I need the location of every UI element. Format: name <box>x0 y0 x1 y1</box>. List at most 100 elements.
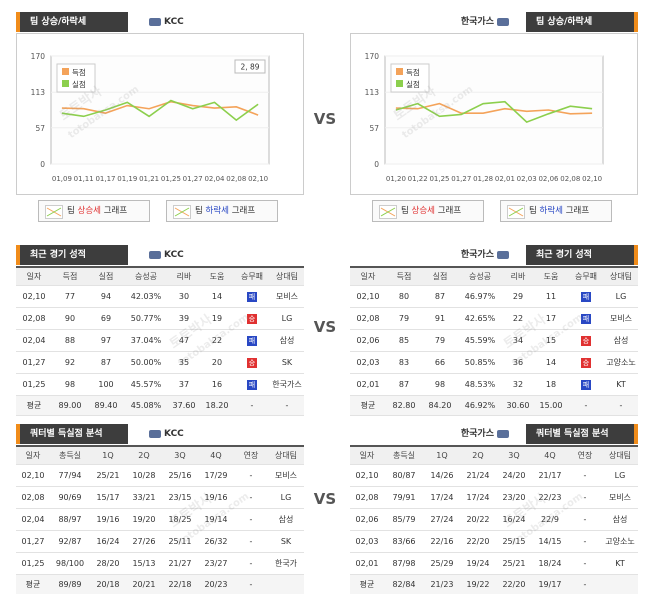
table-cell: 32 <box>512 380 524 389</box>
table-cell: 모비스 <box>608 493 632 502</box>
table-row: 02,10 80 87 46.97% 29 11 패 LG <box>350 286 638 308</box>
table-cell: 46.97% <box>464 292 496 301</box>
table-row: 평균 89.00 89.40 45.08% 37.60 18.20 - - <box>16 396 304 416</box>
button-icon <box>507 205 525 219</box>
table-cell: 15.00 <box>539 401 563 410</box>
icon-lines <box>46 207 62 217</box>
table-cell: 4Q <box>210 451 222 460</box>
table-cell: 25/29 <box>430 559 454 568</box>
table-cell: - <box>583 515 587 524</box>
result-badge: 패 <box>581 291 591 302</box>
table-row: 02,10 77/94 25/21 10/28 25/16 17/29 - 모비스 <box>16 465 304 487</box>
table-cell: 39 <box>178 314 190 323</box>
table-cell: 18 <box>545 380 557 389</box>
icon-lines <box>508 207 524 217</box>
table-cell: 상대팀 <box>274 451 298 460</box>
table-cell: 90/69 <box>58 493 82 502</box>
table-cell: 승 <box>568 330 604 351</box>
table-cell: 19/16 <box>204 493 228 502</box>
table-row: 02,04 88/97 19/16 19/20 18/25 19/14 - 삼성 <box>16 509 304 531</box>
table-cell: 89/89 <box>58 580 82 589</box>
x-tick-label: 02,10 <box>582 175 602 183</box>
table-cell: 14/26 <box>430 471 454 480</box>
series-line <box>61 99 259 122</box>
table-cell: 3Q <box>174 451 186 460</box>
table-row: 02,01 87/98 25/29 19/24 25/21 18/24 - KT <box>350 553 638 575</box>
table-cell: 98/100 <box>55 559 85 568</box>
table-cell: 22/20 <box>502 580 526 589</box>
table-cell: 84.20 <box>428 401 452 410</box>
table-cell: 79 <box>434 336 446 345</box>
button-highlight: 상승세 <box>411 206 435 216</box>
table-cell: - <box>584 401 588 410</box>
table-cell: 16 <box>211 380 223 389</box>
table-cell: - <box>249 471 253 480</box>
x-tick-label: 01,21 <box>139 175 159 183</box>
table-cell: 승무패 <box>574 272 598 281</box>
table-cell: 19/22 <box>466 580 490 589</box>
table-cell: 18/24 <box>538 559 562 568</box>
x-tick-label: 01,25 <box>161 175 181 183</box>
table-cell: 11 <box>545 292 557 301</box>
table-cell: 34 <box>512 336 524 345</box>
vs-label: VS <box>313 490 337 508</box>
table-cell: - <box>583 580 587 589</box>
x-tick-label: 01,19 <box>117 175 137 183</box>
team-label: 한국가스 <box>461 245 512 265</box>
table-cell: 77/94 <box>58 471 82 480</box>
legend-swatch <box>62 68 69 75</box>
table-cell: 21/17 <box>538 471 562 480</box>
table-cell: 2Q <box>472 451 484 460</box>
table-cell: 17/24 <box>430 493 454 502</box>
table-cell: 25/16 <box>168 471 192 480</box>
team-label: KCC <box>146 245 184 265</box>
table-cell: 14/15 <box>538 537 562 546</box>
x-tick-label: 02,04 <box>204 175 225 183</box>
table-cell: 연장 <box>243 451 259 460</box>
table-cell: 23/20 <box>502 493 526 502</box>
trend-button[interactable]: 팀 상승세 그래프 <box>38 200 150 222</box>
result-badge: 승 <box>247 313 257 324</box>
table-cell: 모비스 <box>609 314 633 323</box>
table-cell: 82.80 <box>392 401 416 410</box>
table-cell: 일자 <box>359 451 375 460</box>
table-row: 01,27 92/87 16/24 27/26 25/11 26/32 - SK <box>16 531 304 553</box>
table-cell: 26/32 <box>204 537 228 546</box>
table-cell: 92 <box>64 358 76 367</box>
team-label: 한국가스 <box>461 424 512 444</box>
table-cell: 87 <box>100 358 112 367</box>
stats-table: 일자 득점 실점 승성공 리바 도움 승무패 상대팀 02,10 77 94 42.03% 30 14 패 모… <box>16 266 304 416</box>
table-cell: - <box>583 537 587 546</box>
y-tick-label: 0 <box>40 160 45 169</box>
team-logo <box>497 250 509 259</box>
trend-button[interactable]: 팀 하락세 그래프 <box>500 200 612 222</box>
team-label: KCC <box>146 12 184 32</box>
table-cell: 총득실 <box>58 451 82 460</box>
y-tick-label: 170 <box>365 52 380 61</box>
trend-button[interactable]: 팀 상승세 그래프 <box>372 200 484 222</box>
x-tick-label: 01,11 <box>74 175 94 183</box>
x-tick-label: 02,01 <box>495 175 515 183</box>
button-text: 팀 <box>401 206 409 216</box>
table-cell: 실점 <box>432 272 448 281</box>
table-cell: 14 <box>211 292 223 301</box>
result-badge: 패 <box>581 313 591 324</box>
legend-swatch <box>396 80 403 87</box>
table-cell: 모비스 <box>275 292 299 301</box>
table-cell: 25/15 <box>502 537 526 546</box>
table-row: 02,10 77 94 42.03% 30 14 패 모비스 <box>16 286 304 308</box>
table-cell: - <box>619 401 623 410</box>
table-cell: 45.57% <box>130 380 162 389</box>
icon-lines <box>174 207 190 217</box>
trend-button[interactable]: 팀 하락세 그래프 <box>166 200 278 222</box>
table-cell: 27/26 <box>132 537 156 546</box>
table-cell: 25/11 <box>168 537 192 546</box>
table-cell: 일자 <box>360 272 376 281</box>
table-cell: 47 <box>178 336 190 345</box>
table-cell: 연장 <box>577 451 593 460</box>
x-tick-label: 02,10 <box>248 175 268 183</box>
table-cell: LG <box>614 471 626 480</box>
section-tab: 최근 경기 성적 <box>16 245 128 265</box>
x-tick-label: 01,17 <box>95 175 115 183</box>
table-cell: 총득실 <box>392 451 416 460</box>
